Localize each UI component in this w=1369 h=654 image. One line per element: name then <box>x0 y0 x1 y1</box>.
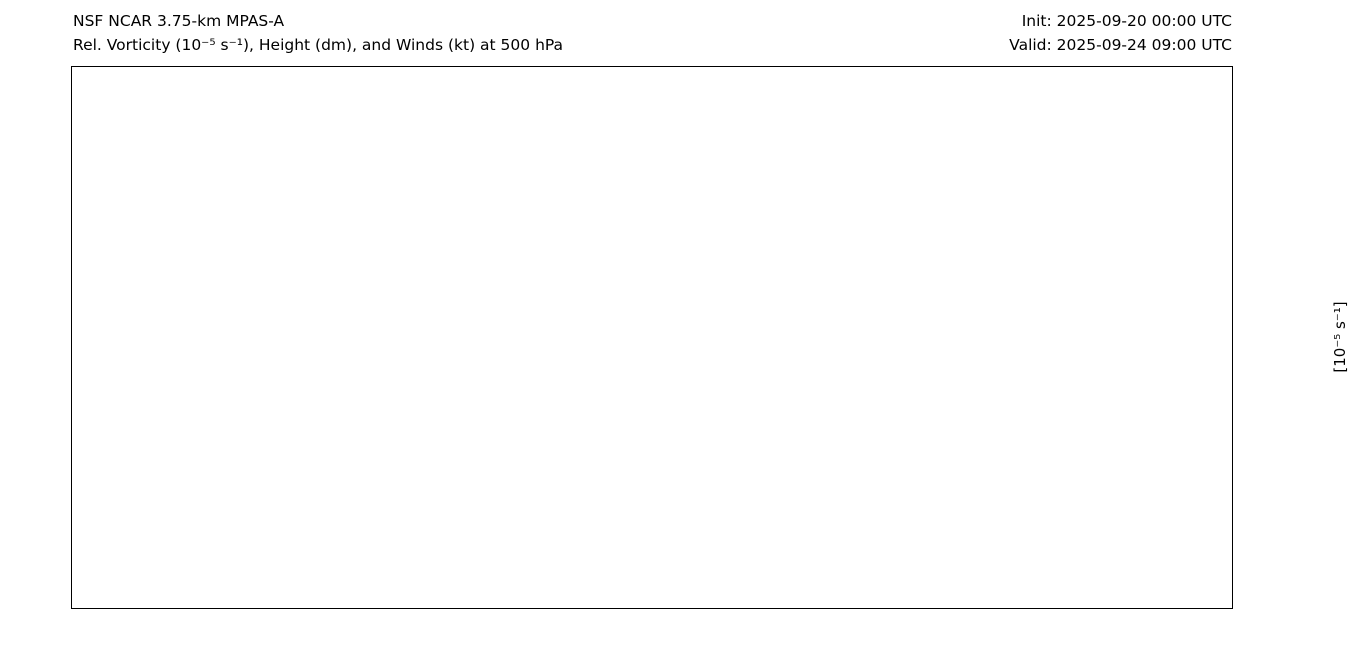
vorticity-map-canvas <box>72 67 1232 608</box>
colorbar-unit-label: [10⁻⁵ s⁻¹] <box>1331 301 1349 373</box>
model-title: NSF NCAR 3.75-km MPAS-A <box>73 12 285 30</box>
valid-time: Valid: 2025-09-24 09:00 UTC <box>1009 36 1232 54</box>
figure-title-block: NSF NCAR 3.75-km MPAS-A Rel. Vorticity (… <box>73 9 563 57</box>
field-title: Rel. Vorticity (10⁻⁵ s⁻¹), Height (dm), … <box>73 36 564 54</box>
run-time-block: Init: 2025-09-20 00:00 UTC Valid: 2025-0… <box>900 9 1232 57</box>
map-plot-area <box>72 67 1232 608</box>
init-time: Init: 2025-09-20 00:00 UTC <box>1021 12 1232 30</box>
